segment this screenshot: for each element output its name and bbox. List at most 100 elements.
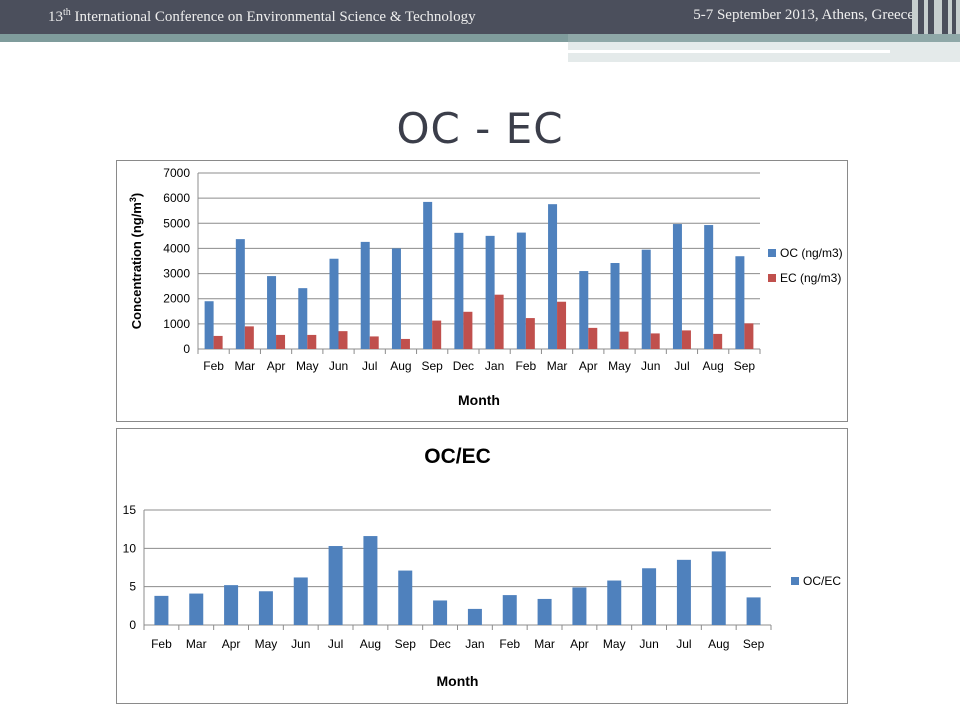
conc-bar-oc [235, 239, 245, 349]
conc-bar-ec [494, 294, 504, 349]
concentration-chart-svg: 0 1000 2000 3000 4000 5000 6000 7000 Feb Mar Apr Ma… [128, 166, 843, 408]
ratio-bar-value [293, 577, 308, 625]
conc-x-tick-label: Jun [329, 359, 348, 373]
conference-date-location: 5-7 September 2013, Athens, Greece [693, 7, 914, 23]
conc-x-tick-label: Jan [485, 359, 504, 373]
conc-bar-oc [454, 232, 464, 349]
ratio-x-tick-label: Aug [360, 637, 381, 651]
conc-bar-oc [548, 204, 558, 349]
concentration-chart: 0 1000 2000 3000 4000 5000 6000 7000 Feb Mar Apr Ma… [116, 160, 848, 422]
ratio-title: OC/EC [424, 445, 491, 468]
conc-bar-oc [672, 224, 682, 349]
header-stripe-right [568, 34, 960, 42]
ratio-legend-swatch [791, 577, 799, 585]
ratio-y-tick-label: 10 [123, 541, 137, 555]
conc-bar-ec [525, 318, 535, 349]
ratio-bar-value [398, 570, 413, 625]
conc-y-tick-label: 7000 [163, 166, 190, 180]
ratio-bar-value [607, 580, 622, 625]
ratio-x-tick-label: Dec [429, 637, 450, 651]
ratio-bar-value [642, 568, 657, 625]
conc-y-axis-title: Concentration (ng/m3) [128, 193, 144, 329]
ratio-bar-value [467, 608, 482, 625]
ratio-x-tick-label: May [603, 637, 626, 651]
ratio-y-tick-label: 0 [129, 618, 136, 632]
ratio-x-tick-label: May [255, 637, 278, 651]
conc-x-tick-label: Mar [547, 359, 568, 373]
ratio-bar-value [363, 536, 378, 625]
conc-bar-oc [298, 288, 308, 349]
conc-y-tick-label: 2000 [163, 292, 190, 306]
conc-legend-swatch [768, 249, 776, 257]
conc-x-tick-label: Feb [203, 359, 224, 373]
conc-bar-ec [307, 334, 317, 349]
conc-bar-oc [735, 256, 745, 349]
ratio-x-tick-label: Jun [291, 637, 310, 651]
header-decoration [912, 0, 960, 34]
conc-bar-ec [744, 323, 754, 349]
conc-legend-label: EC (ng/m3) [780, 271, 841, 285]
ratio-y-tick-label: 5 [129, 580, 136, 594]
ratio-x-tick-label: Apr [222, 637, 241, 651]
conc-y-tick-label: 1000 [163, 317, 190, 331]
ratio-x-tick-label: Mar [186, 637, 207, 651]
ratio-x-tick-label: Jun [639, 637, 658, 651]
header-band-line [568, 50, 890, 53]
conc-bar-ec [276, 334, 286, 349]
conc-y-tick-label: 3000 [163, 267, 190, 281]
conc-bar-ec [681, 330, 691, 349]
conc-bar-ec [213, 335, 223, 349]
conc-x-tick-label: Apr [267, 359, 286, 373]
conc-x-tick-label: Jun [641, 359, 660, 373]
ratio-bar-value [189, 593, 204, 625]
conc-x-tick-label: May [608, 359, 631, 373]
ratio-bar-value [676, 559, 691, 625]
ratio-x-tick-label: Mar [534, 637, 555, 651]
ratio-bar-value [537, 598, 552, 625]
conc-x-tick-label: Feb [515, 359, 536, 373]
ratio-x-tick-label: Sep [395, 637, 417, 651]
conc-y-tick-label: 6000 [163, 191, 190, 205]
ratio-bar-value [746, 597, 761, 625]
conc-x-tick-label: Apr [579, 359, 598, 373]
ratio-x-tick-label: Jul [328, 637, 343, 651]
ratio-bar-value [328, 546, 343, 625]
ratio-x-tick-label: Feb [151, 637, 172, 651]
ratio-y-tick-label: 15 [123, 503, 137, 517]
conc-legend-swatch [768, 274, 776, 282]
conc-y-tick-label: 4000 [163, 241, 190, 255]
ratio-legend-label: OC/EC [803, 574, 841, 588]
ratio-bar-value [224, 585, 239, 625]
conc-bar-ec [463, 311, 473, 349]
ratio-bar-value [433, 600, 448, 625]
conc-legend-label: OC (ng/m3) [780, 246, 843, 260]
ratio-bar-value [154, 595, 169, 625]
ratio-x-tick-label: Feb [499, 637, 520, 651]
ratio-bar-value [711, 551, 726, 625]
conc-bar-oc [423, 201, 433, 349]
conc-bar-ec [557, 301, 567, 349]
conc-bar-ec [619, 331, 629, 349]
conc-bar-oc [391, 248, 401, 349]
ratio-bar-value [258, 591, 273, 625]
ratio-x-tick-label: Jan [465, 637, 484, 651]
conc-bar-ec [588, 327, 598, 349]
conc-bar-ec [244, 326, 254, 349]
conc-y-tick-label: 5000 [163, 216, 190, 230]
conc-bar-oc [485, 235, 495, 349]
conc-x-tick-label: Aug [702, 359, 723, 373]
conference-name: 13th International Conference on Environ… [48, 7, 476, 25]
conc-x-tick-label: Jul [674, 359, 689, 373]
conc-bar-ec [713, 333, 723, 349]
conc-bar-oc [267, 276, 277, 349]
slide-title: OC - EC [396, 104, 564, 153]
conc-bar-oc [579, 271, 589, 349]
conc-bar-oc [610, 263, 620, 349]
conc-x-tick-label: Jul [362, 359, 377, 373]
ratio-x-axis-title: Month [437, 673, 479, 689]
ratio-bar-value [572, 587, 587, 625]
conc-bar-ec [338, 331, 348, 349]
conc-x-tick-label: Mar [234, 359, 255, 373]
header-stripe [0, 34, 568, 42]
conc-bar-ec [369, 336, 379, 349]
